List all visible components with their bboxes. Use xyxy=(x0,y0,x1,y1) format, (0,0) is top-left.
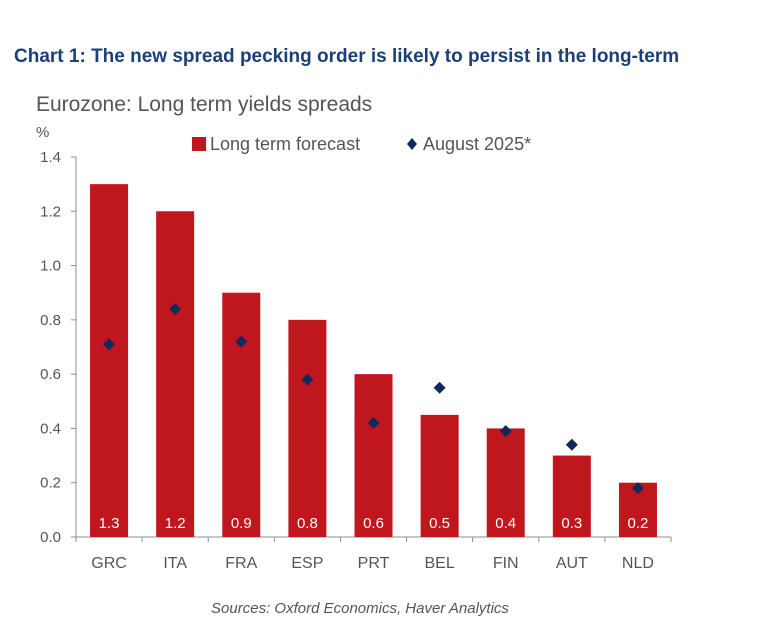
marker-point xyxy=(169,303,182,315)
x-tick-label: GRC xyxy=(91,555,127,572)
marker-point xyxy=(499,425,512,438)
bar xyxy=(90,184,129,537)
marker-point xyxy=(631,482,644,495)
bar-value-label: 1.2 xyxy=(165,515,186,532)
y-tick-label: 1.0 xyxy=(40,258,61,275)
legend-marker-swatch xyxy=(407,138,417,150)
header-title: Chart 1: The new spread pecking order is… xyxy=(14,46,680,67)
y-tick-label: 1.2 xyxy=(40,203,61,220)
y-axis-unit: % xyxy=(36,124,50,141)
bar-value-label: 0.8 xyxy=(297,515,318,532)
bar xyxy=(354,374,393,537)
legend-bar-swatch xyxy=(192,137,206,151)
legend-marker-label: August 2025* xyxy=(423,134,531,154)
marker-point xyxy=(301,373,314,386)
bar-value-label: 0.9 xyxy=(231,515,252,532)
bar-value-label: 0.6 xyxy=(363,515,384,532)
y-tick-label: 0.0 xyxy=(40,529,61,546)
bar-value-label: 0.2 xyxy=(628,515,649,532)
bar xyxy=(552,455,591,537)
x-tick-label: PRT xyxy=(358,555,390,572)
x-tick-label: ITA xyxy=(163,555,187,572)
y-tick-label: 0.8 xyxy=(40,312,61,329)
x-tick-label: FIN xyxy=(493,555,519,572)
marker-point xyxy=(103,338,116,351)
x-tick-label: ESP xyxy=(291,555,323,572)
legend: Long term forecast August 2025* xyxy=(192,134,531,154)
marker-point xyxy=(433,381,446,394)
x-tick-label: BEL xyxy=(424,555,454,572)
y-tick-label: 0.2 xyxy=(40,475,61,492)
bar xyxy=(156,211,195,538)
bar-value-label: 0.3 xyxy=(561,515,582,532)
x-tick-label: AUT xyxy=(556,555,588,572)
source-note: Sources: Oxford Economics, Haver Analyti… xyxy=(211,600,509,617)
legend-bar-label: Long term forecast xyxy=(210,134,360,154)
marker-point xyxy=(235,335,248,348)
bar-value-label: 1.3 xyxy=(99,515,120,532)
markers xyxy=(103,303,644,495)
y-tick-label: 0.6 xyxy=(40,366,61,383)
y-tick-label: 1.4 xyxy=(40,149,61,166)
marker-point xyxy=(565,438,578,451)
y-tick-label: 0.4 xyxy=(40,420,61,437)
bars: 1.3 1.2 0.9 0.8 0.6 0.5 0.4 0.3 0.2 xyxy=(90,184,657,538)
bar xyxy=(288,319,327,537)
marker-point xyxy=(367,417,380,429)
bar-value-label: 0.5 xyxy=(429,515,450,532)
x-tick-label: FRA xyxy=(225,555,257,572)
bar xyxy=(486,428,525,537)
x-tick-label: NLD xyxy=(622,555,654,572)
bar xyxy=(222,292,261,537)
bar-value-label: 0.4 xyxy=(495,515,516,532)
axes: 0.0 0.2 0.4 0.6 0.8 1.0 1.2 1.4 GRC ITA FRA ESP PRT B… xyxy=(40,149,672,572)
chart-title: Eurozone: Long term yields spreads xyxy=(36,93,373,116)
bar xyxy=(420,414,459,537)
